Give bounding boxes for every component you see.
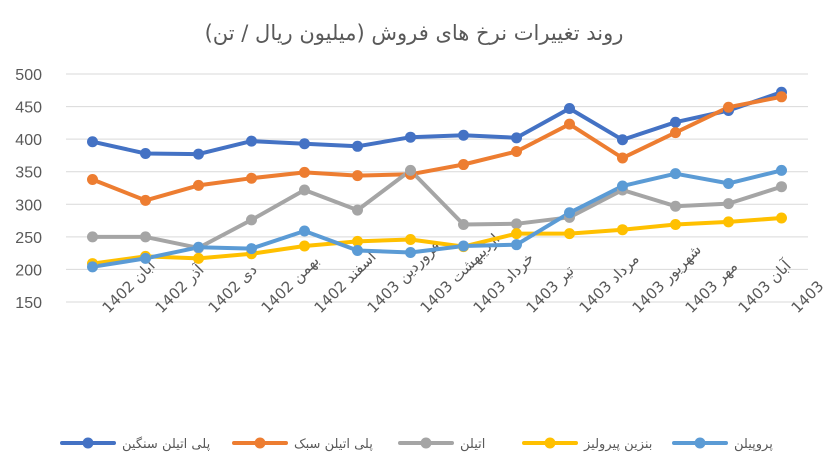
data-point	[617, 224, 628, 236]
data-point	[405, 246, 416, 258]
series-points	[87, 86, 787, 273]
data-point	[140, 231, 151, 243]
data-point	[564, 118, 575, 130]
data-point	[352, 235, 363, 247]
series-line	[90, 168, 784, 269]
legend-marker	[254, 437, 266, 449]
data-point	[299, 240, 310, 252]
data-point	[246, 243, 257, 255]
data-point	[564, 207, 575, 219]
data-point	[670, 218, 681, 230]
legend-label: اتیلن	[460, 437, 485, 452]
data-point	[140, 252, 151, 264]
x-tick-label: آبان 1403	[735, 256, 796, 317]
data-point	[511, 239, 522, 251]
data-point	[299, 166, 310, 178]
data-point	[458, 218, 469, 230]
data-point	[193, 148, 204, 160]
legend-marker	[82, 437, 94, 449]
legend-label: پلی اتیلن سنگین	[122, 436, 211, 452]
data-point	[405, 164, 416, 176]
data-point	[458, 240, 469, 252]
y-tick-label: 250	[15, 230, 42, 247]
y-axis-tick-labels: 150 200 250 300 350 400 450 500	[15, 67, 42, 312]
data-point	[617, 152, 628, 164]
y-tick-label: 450	[15, 100, 42, 117]
data-point	[617, 180, 628, 192]
legend: پلی اتیلن سنگین پلی اتیلن سبک اتیلن بنزین پ…	[60, 436, 773, 452]
y-tick-label: 200	[15, 262, 42, 279]
data-point	[352, 245, 363, 257]
data-point	[352, 170, 363, 182]
data-point	[246, 214, 257, 226]
data-point	[87, 136, 98, 148]
data-point	[723, 177, 734, 189]
data-point	[670, 127, 681, 139]
data-point	[776, 212, 787, 224]
data-point	[670, 200, 681, 212]
data-point	[246, 135, 257, 147]
series-lines	[90, 90, 784, 269]
y-tick-label: 500	[15, 67, 42, 84]
data-point	[87, 231, 98, 243]
data-point	[564, 228, 575, 240]
data-point	[405, 131, 416, 143]
series-line	[90, 90, 784, 157]
data-point	[299, 138, 310, 150]
series-line	[90, 168, 784, 250]
x-tick-label: آذر 1402	[152, 260, 208, 316]
x-tick-label: تیر 1403	[523, 262, 578, 317]
data-point	[511, 228, 522, 240]
data-point	[458, 159, 469, 171]
legend-label: پروپیلن	[734, 437, 773, 452]
data-point	[87, 261, 98, 273]
y-tick-label: 150	[15, 295, 42, 312]
y-tick-label: 350	[15, 165, 42, 182]
data-point	[723, 101, 734, 113]
data-point	[87, 174, 98, 186]
data-point	[193, 179, 204, 191]
data-point	[193, 252, 204, 264]
data-point	[140, 194, 151, 206]
data-point	[776, 164, 787, 176]
legend-label: بنزین پیرولیز	[583, 437, 652, 452]
data-point	[511, 132, 522, 144]
data-point	[140, 147, 151, 159]
legend-marker	[694, 437, 706, 449]
y-tick-label: 400	[15, 132, 42, 149]
data-point	[193, 241, 204, 253]
data-point	[564, 103, 575, 115]
chart-title: روند تغییرات نرخ های فروش (میلیون ریال /…	[205, 21, 624, 45]
data-point	[352, 140, 363, 152]
legend-label: پلی اتیلن سبک	[294, 437, 373, 452]
y-tick-label: 300	[15, 197, 42, 214]
series-line	[90, 216, 784, 266]
data-point	[299, 184, 310, 196]
data-point	[458, 129, 469, 141]
data-point	[511, 218, 522, 230]
series-line	[90, 94, 784, 203]
legend-marker	[544, 437, 556, 449]
data-point	[405, 233, 416, 245]
data-point	[776, 181, 787, 193]
data-point	[352, 204, 363, 216]
data-point	[617, 134, 628, 146]
data-point	[246, 172, 257, 184]
data-point	[776, 91, 787, 103]
data-point	[511, 146, 522, 158]
data-point	[670, 116, 681, 128]
data-point	[723, 216, 734, 228]
data-point	[723, 198, 734, 210]
gridlines	[66, 73, 808, 303]
data-point	[299, 225, 310, 237]
legend-marker	[420, 437, 432, 449]
data-point	[670, 168, 681, 180]
